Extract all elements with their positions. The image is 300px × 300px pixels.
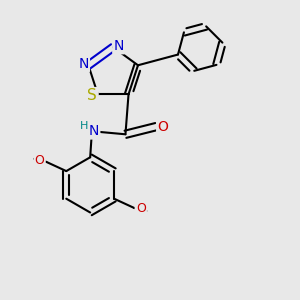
Text: O: O bbox=[158, 120, 168, 134]
Text: H: H bbox=[80, 121, 88, 131]
Text: N: N bbox=[89, 124, 99, 138]
Text: O: O bbox=[136, 202, 146, 215]
Text: O: O bbox=[35, 154, 44, 167]
Text: N: N bbox=[113, 39, 124, 53]
Text: N: N bbox=[78, 57, 89, 71]
Text: S: S bbox=[88, 88, 97, 104]
